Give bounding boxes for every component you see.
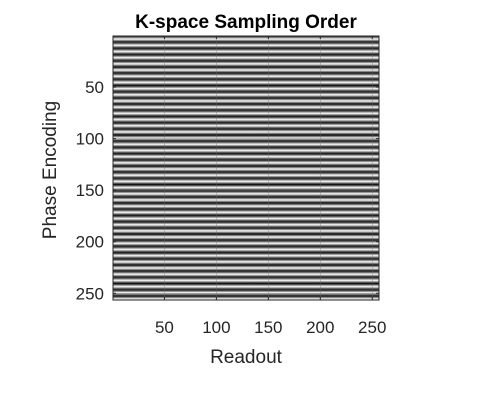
chart-title: K-space Sampling Order	[135, 12, 357, 33]
heatmap-band-17	[113, 141, 379, 148]
heatmap-band-1	[113, 42, 379, 49]
heatmap-band-40	[113, 283, 379, 290]
heatmap-band-36	[113, 258, 379, 265]
y-tick-label-100: 100	[76, 130, 104, 149]
heatmap-band-11	[113, 104, 379, 111]
heatmap-band-14	[113, 122, 379, 129]
heatmap-band-18	[113, 147, 379, 154]
heatmap-band-34	[113, 246, 379, 253]
heatmap-band-29	[113, 215, 379, 222]
heatmap-band-16	[113, 135, 379, 142]
heatmap-image	[113, 36, 379, 300]
heatmap-band-24	[113, 184, 379, 191]
heatmap-band-12	[113, 110, 379, 117]
heatmap-band-39	[113, 277, 379, 284]
heatmap-band-23	[113, 178, 379, 185]
heatmap-band-38	[113, 271, 379, 278]
grid	[113, 36, 379, 300]
heatmap-band-25	[113, 190, 379, 197]
x-tick-label-100: 100	[202, 318, 230, 337]
heatmap-band-31	[113, 227, 379, 234]
y-tick-label-200: 200	[76, 233, 104, 252]
x-axis-label: Readout	[210, 347, 283, 368]
ticks	[113, 36, 379, 300]
y-tick-label-250: 250	[76, 284, 104, 303]
heatmap-band-41	[113, 289, 379, 296]
x-tick-label-150: 150	[254, 318, 282, 337]
heatmap-band-3	[113, 54, 379, 61]
heatmap-band-19	[113, 153, 379, 160]
heatmap-band-8	[113, 85, 379, 92]
y-tick-label-50: 50	[85, 78, 104, 97]
heatmap-band-0	[113, 36, 379, 43]
heatmap-band-27	[113, 203, 379, 210]
heatmap-band-9	[113, 91, 379, 98]
heatmap-band-35	[113, 252, 379, 259]
x-tick-label-200: 200	[306, 318, 334, 337]
heatmap-band-33	[113, 240, 379, 247]
heatmap-band-5	[113, 66, 379, 74]
heatmap-band-20	[113, 159, 379, 166]
x-tick-label-50: 50	[155, 318, 174, 337]
heatmap-band-6	[113, 73, 379, 80]
heatmap-band-32	[113, 234, 379, 241]
heatmap-band-7	[113, 79, 379, 86]
x-tick-labels: 50 100 150 200 250	[155, 318, 386, 337]
heatmap-band-26	[113, 196, 379, 204]
heatmap-band-13	[113, 116, 379, 123]
y-tick-labels: 50 100 150 200 250	[76, 78, 104, 303]
x-tick-label-250: 250	[358, 318, 386, 337]
y-axis-label: Phase Encoding	[40, 101, 61, 239]
heatmap-band-22	[113, 172, 379, 179]
heatmap-band-21	[113, 165, 379, 173]
y-tick-label-150: 150	[76, 181, 104, 200]
axes-box	[112, 35, 380, 301]
heatmap-band-15	[113, 128, 379, 135]
heatmap-band-2	[113, 48, 379, 55]
heatmap-band-28	[113, 209, 379, 216]
heatmap-band-4	[113, 60, 379, 67]
heatmap-band-37	[113, 264, 379, 272]
heatmap-band-30	[113, 221, 379, 228]
heatmap-band-10	[113, 97, 379, 105]
heatmap-band-42	[113, 295, 379, 300]
